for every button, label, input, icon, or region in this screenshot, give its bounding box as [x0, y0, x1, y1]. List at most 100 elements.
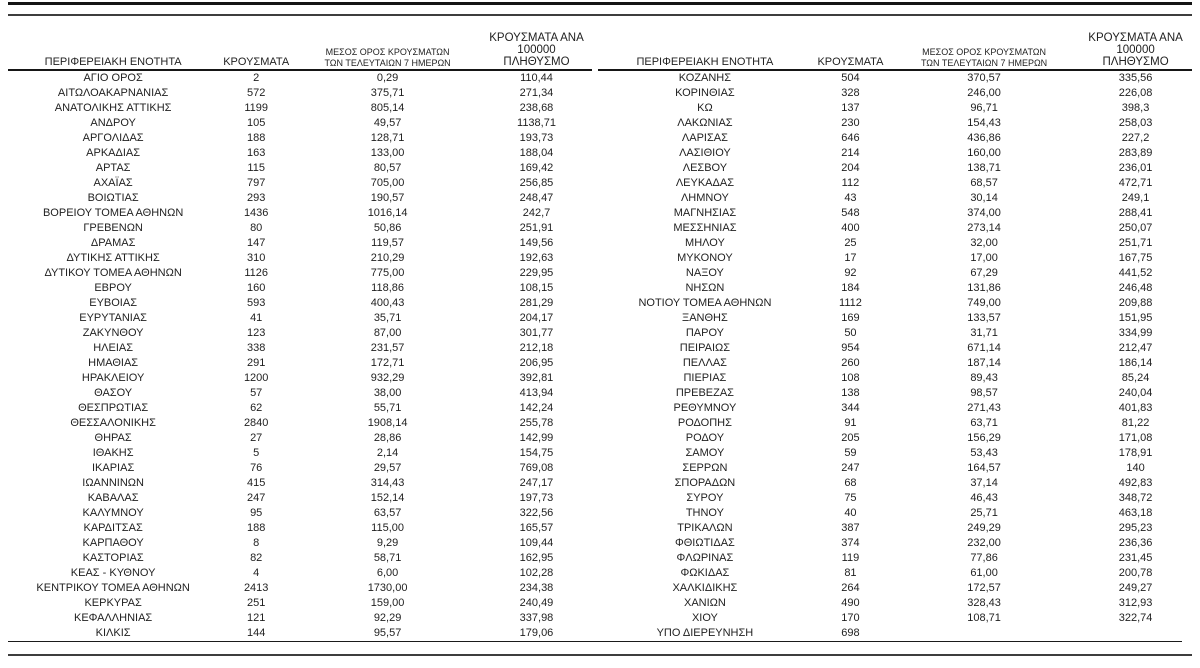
table-row: ΚΟΖΑΝΗΣ 504 370,57 335,56 — [598, 71, 1192, 86]
table-row: ΝΟΤΙΟΥ ΤΟΜΕΑ ΑΘΗΝΩΝ 1112 749,00 209,88 — [598, 296, 1192, 311]
avg7-value: 92,29 — [373, 612, 402, 624]
avg7-value: 38,00 — [373, 387, 402, 399]
cases-value: 92 — [844, 267, 857, 279]
per100k-value: 240,04 — [1118, 387, 1153, 399]
per100k-value: 255,78 — [519, 417, 554, 429]
cases-value: 170 — [841, 612, 860, 624]
per100k-value: 769,08 — [519, 462, 554, 474]
per100k-value: 212,18 — [519, 342, 554, 354]
region-name: ΤΗΝΟΥ — [685, 507, 724, 519]
per100k-value: 258,03 — [1118, 117, 1153, 129]
per100k-value: 322,74 — [1118, 612, 1153, 624]
avg7-value: 80,57 — [373, 162, 402, 174]
table-row: ΚΙΛΚΙΣ 144 95,57 179,06 — [8, 626, 592, 641]
per100k-value: 227,2 — [1121, 132, 1150, 144]
region-name: ΛΑΡΙΣΑΣ — [681, 132, 728, 144]
cases-value: 62 — [250, 402, 263, 414]
table-row: ΗΡΑΚΛΕΙΟΥ 1200 932,29 392,81 — [8, 371, 592, 386]
region-name: ΧΙΟΥ — [691, 612, 718, 624]
header-7day-average: ΜΕΣΟΣ ΟΡΟΣ ΚΡΟΥΣΜΑΤΩΝ ΤΩΝ ΤΕΛΕΥΤΑΙΩΝ 7 Η… — [324, 47, 451, 68]
region-name: ΦΛΩΡΙΝΑΣ — [676, 552, 734, 564]
region-name: ΣΥΡΟΥ — [686, 492, 724, 504]
avg7-value: 172,71 — [370, 357, 405, 369]
table-row: ΚΟΡΙΝΘΙΑΣ 328 246,00 226,08 — [598, 86, 1192, 101]
per100k-value: 251,71 — [1118, 237, 1153, 249]
table-row: ΘΑΣΟΥ 57 38,00 413,94 — [8, 386, 592, 401]
cases-value: 572 — [247, 87, 266, 99]
avg7-value: 152,14 — [370, 492, 405, 504]
region-name: ΚΑΒΑΛΑΣ — [87, 492, 139, 504]
per100k-value: 337,98 — [519, 612, 554, 624]
cases-value: 344 — [841, 402, 860, 414]
region-name: ΡΟΔΟΠΗΣ — [677, 417, 732, 429]
region-name: ΜΑΓΝΗΣΙΑΣ — [673, 207, 737, 219]
per100k-value: 226,08 — [1118, 87, 1153, 99]
per100k-value: 236,01 — [1118, 162, 1153, 174]
table-row: ΚΩ 137 96,71 398,3 — [598, 101, 1192, 116]
region-name: ΛΕΥΚΑΔΑΣ — [675, 177, 734, 189]
cases-value: 415 — [247, 477, 266, 489]
cases-value: 593 — [247, 297, 266, 309]
per100k-value: 463,18 — [1118, 507, 1153, 519]
region-name: ΛΑΚΩΝΙΑΣ — [677, 117, 733, 129]
per100k-value: 242,7 — [522, 207, 551, 219]
region-name: ΔΥΤΙΚΟΥ ΤΟΜΕΑ ΑΘΗΝΩΝ — [44, 267, 182, 279]
region-name: ΝΗΣΩΝ — [685, 282, 725, 294]
cases-value: 260 — [841, 357, 860, 369]
per100k-value: 140 — [1126, 462, 1145, 474]
header-cases-per-100k: ΚΡΟΥΣΜΑΤΑ ΑΝΑ 100000 ΠΛΗΘΥΣΜΟ — [1088, 32, 1183, 68]
per100k-value: 162,95 — [519, 552, 554, 564]
avg7-value: 49,57 — [373, 117, 402, 129]
table-row: ΛΑΚΩΝΙΑΣ 230 154,43 258,03 — [598, 116, 1192, 131]
per100k-value: 281,29 — [519, 297, 554, 309]
region-name: ΚΑΣΤΟΡΙΑΣ — [82, 552, 144, 564]
table-row: ΡΟΔΟΠΗΣ 91 63,71 81,22 — [598, 416, 1192, 431]
table-row: ΔΥΤΙΚΟΥ ΤΟΜΕΑ ΑΘΗΝΩΝ 1126 775,00 229,95 — [8, 266, 592, 281]
avg7-value: 932,29 — [370, 372, 405, 384]
per100k-value: 149,56 — [519, 237, 554, 249]
table-row: ΠΙΕΡΙΑΣ 108 89,43 85,24 — [598, 371, 1192, 386]
avg7-value: 187,14 — [967, 357, 1001, 369]
table-row: ΠΑΡΟΥ 50 31,71 334,99 — [598, 326, 1192, 341]
per100k-value: 348,72 — [1118, 492, 1153, 504]
avg7-value: 231,57 — [370, 342, 405, 354]
avg7-value: 370,57 — [967, 72, 1001, 84]
region-name: ΑΧΑΪΑΣ — [93, 177, 133, 189]
per100k-value: 231,45 — [1118, 552, 1153, 564]
cases-value: 1200 — [243, 372, 269, 384]
cases-value: 338 — [247, 342, 266, 354]
per100k-value: 197,73 — [519, 492, 554, 504]
region-name: ΖΑΚΥΝΘΟΥ — [82, 327, 144, 339]
avg7-value: 67,29 — [970, 267, 998, 279]
per100k-value: 151,95 — [1118, 312, 1153, 324]
table-row: ΧΑΛΚΙΔΙΚΗΣ 264 172,57 249,27 — [598, 581, 1192, 596]
region-name: ΔΡΑΜΑΣ — [90, 237, 136, 249]
table-row: ΜΗΛΟΥ 25 32,00 251,71 — [598, 236, 1192, 251]
avg7-value: 55,71 — [373, 402, 402, 414]
header-cases: ΚΡΟΥΣΜΑΤΑ — [223, 55, 290, 68]
avg7-value: 190,57 — [370, 192, 405, 204]
avg7-value: 210,29 — [370, 252, 405, 264]
cases-value: 112 — [841, 177, 860, 189]
cases-table-right: ΠΕΡΙΦΕΡΕΙΑΚΗ ΕΝΟΤΗΤΑ ΚΡΟΥΣΜΑΤΑ ΜΕΣΟΣ ΟΡΟ… — [598, 0, 1192, 660]
region-name: ΧΑΛΚΙΔΙΚΗΣ — [672, 582, 738, 594]
avg7-value: 273,14 — [967, 222, 1001, 234]
cases-value: 204 — [841, 162, 860, 174]
per100k-value: 193,73 — [519, 132, 554, 144]
avg7-value: 46,43 — [970, 492, 998, 504]
per100k-value: 236,36 — [1118, 537, 1153, 549]
cases-value: 115 — [247, 162, 265, 174]
cases-value: 108 — [841, 372, 860, 384]
avg7-value: 35,71 — [373, 312, 402, 324]
region-name: ΚΟΡΙΝΘΙΑΣ — [675, 87, 735, 99]
avg7-value: 156,29 — [967, 432, 1001, 444]
region-name: ΘΕΣΣΑΛΟΝΙΚΗΣ — [70, 417, 156, 429]
cases-value: 17 — [844, 252, 857, 264]
table-row: ΚΕΦΑΛΛΗΝΙΑΣ 121 92,29 337,98 — [8, 611, 592, 626]
table-row: ΛΑΣΙΘΙΟΥ 214 160,00 283,89 — [598, 146, 1192, 161]
per100k-value: 250,07 — [1118, 222, 1153, 234]
table-row: ΦΘΙΩΤΙΔΑΣ 374 232,00 236,36 — [598, 536, 1192, 551]
table-row: ΡΟΔΟΥ 205 156,29 171,08 — [598, 431, 1192, 446]
cases-value: 247 — [841, 462, 860, 474]
cases-value: 214 — [841, 147, 860, 159]
